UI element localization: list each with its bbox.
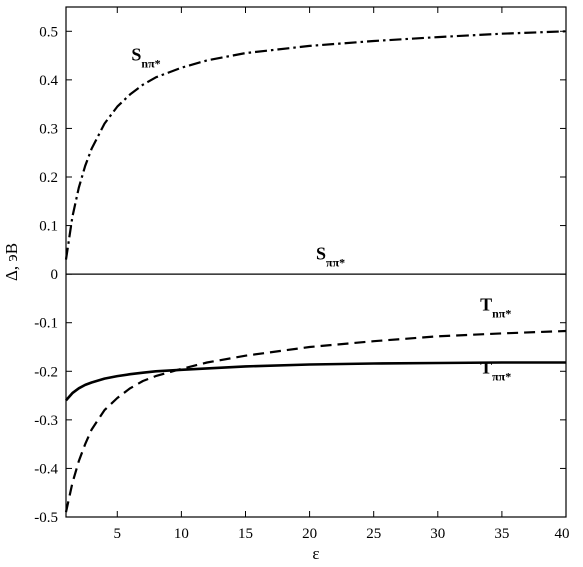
series-lines — [64, 30, 567, 513]
series-line — [64, 30, 567, 260]
series-labels: Snπ* Sππ* Tnπ* Tππ* — [131, 44, 511, 383]
y-tick-label: -0.2 — [34, 364, 58, 380]
series-label: Sππ* — [316, 244, 345, 270]
y-tick-label: 0.1 — [39, 219, 58, 235]
x-tick-label: 25 — [366, 526, 381, 542]
x-tick-label: 5 — [114, 526, 122, 542]
series-label: Snπ* — [131, 44, 160, 70]
y-tick-label: 0.4 — [39, 73, 58, 89]
series-line — [65, 361, 566, 402]
x-tick-label: 20 — [302, 526, 317, 542]
y-tick-label: -0.4 — [34, 461, 58, 477]
series-label: Tnπ* — [480, 295, 511, 321]
x-axis-label: ε — [312, 544, 319, 563]
y-tick-label: 0.5 — [39, 24, 58, 40]
series-label: Tππ* — [480, 358, 511, 384]
x-tick-label: 10 — [174, 526, 189, 542]
y-tick-label: -0.3 — [34, 413, 58, 429]
y-tick-label: -0.5 — [34, 510, 58, 526]
y-tick-label: 0 — [51, 267, 59, 283]
y-tick-label: -0.1 — [34, 316, 58, 332]
x-tick-label: 30 — [430, 526, 445, 542]
x-tick-label: 40 — [555, 526, 570, 542]
x-tick-label: 35 — [494, 526, 509, 542]
y-axis-label: Δ, эВ — [2, 243, 21, 281]
x-tick-label: 15 — [238, 526, 253, 542]
axis-ticks: 5 10 15 20 25 30 35 40 -0.5 -0.4 -0.3 -0.2 -0.1 0 0.1 0… — [34, 7, 570, 542]
y-tick-label: 0.3 — [39, 121, 58, 137]
plot-frame — [65, 6, 567, 518]
y-tick-label: 0.2 — [39, 170, 58, 186]
